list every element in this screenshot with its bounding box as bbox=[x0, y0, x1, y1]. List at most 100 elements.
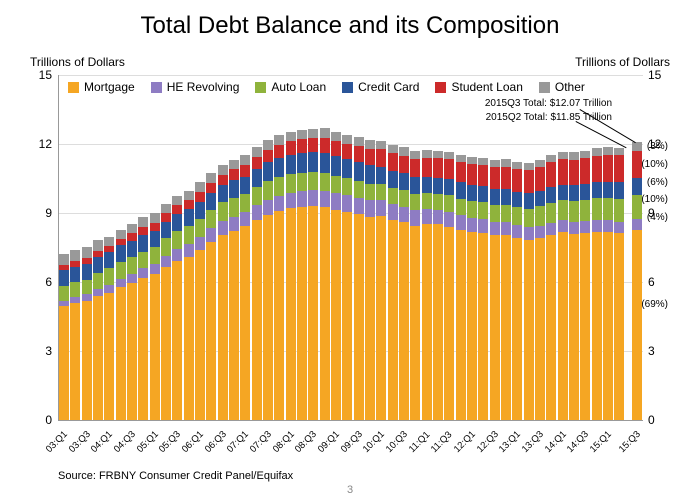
segment-other bbox=[320, 128, 330, 137]
segment-other bbox=[388, 145, 398, 153]
legend-label: Credit Card bbox=[358, 80, 419, 94]
legend: MortgageHE RevolvingAuto LoanCredit Card… bbox=[68, 80, 628, 94]
segment-other bbox=[308, 129, 318, 138]
pct-label: (6%) bbox=[647, 177, 668, 188]
segment-auto bbox=[172, 231, 182, 249]
segment-mortgage bbox=[218, 235, 228, 420]
segment-credit bbox=[240, 177, 250, 194]
segment-student bbox=[263, 150, 273, 162]
x-tick: 13:Q1 bbox=[497, 426, 526, 455]
segment-credit bbox=[82, 264, 92, 280]
segment-he bbox=[433, 210, 443, 224]
segment-auto bbox=[580, 200, 590, 221]
segment-he bbox=[172, 249, 182, 261]
segment-credit bbox=[456, 182, 466, 198]
bar bbox=[501, 159, 511, 420]
segment-other bbox=[501, 159, 511, 166]
segment-credit bbox=[172, 214, 182, 231]
segment-he bbox=[467, 218, 477, 232]
segment-he bbox=[274, 196, 284, 211]
y-tick: 15 bbox=[648, 68, 670, 82]
y-tick: 15 bbox=[30, 68, 52, 82]
segment-credit bbox=[252, 169, 262, 187]
legend-swatch bbox=[435, 82, 446, 93]
segment-other bbox=[82, 247, 92, 258]
x-tick: 14:Q1 bbox=[543, 426, 572, 455]
segment-mortgage bbox=[308, 206, 318, 420]
segment-he bbox=[252, 205, 262, 219]
bar bbox=[376, 141, 386, 420]
segment-auto bbox=[632, 195, 642, 219]
bar bbox=[252, 147, 262, 420]
segment-credit bbox=[263, 162, 273, 181]
x-tick: 11:Q3 bbox=[429, 426, 458, 455]
bar bbox=[478, 158, 488, 420]
segment-student bbox=[456, 162, 466, 182]
legend-swatch bbox=[68, 82, 79, 93]
y-tick: 9 bbox=[30, 206, 52, 220]
segment-he bbox=[263, 200, 273, 214]
segment-mortgage bbox=[512, 238, 522, 420]
segment-mortgage bbox=[490, 235, 500, 420]
segment-mortgage bbox=[603, 232, 613, 420]
segment-student bbox=[127, 233, 137, 241]
bar bbox=[240, 155, 250, 420]
segment-mortgage bbox=[365, 217, 375, 420]
segment-mortgage bbox=[456, 230, 466, 420]
bar bbox=[104, 237, 114, 420]
segment-other bbox=[580, 151, 590, 159]
segment-other bbox=[632, 142, 642, 150]
segment-mortgage bbox=[354, 214, 364, 420]
bar bbox=[320, 128, 330, 420]
segment-he bbox=[138, 268, 148, 278]
segment-other bbox=[240, 155, 250, 165]
segment-student bbox=[603, 155, 613, 182]
segment-he bbox=[331, 193, 341, 209]
segment-he bbox=[297, 191, 307, 207]
x-tick: 08:Q3 bbox=[293, 426, 322, 455]
segment-auto bbox=[444, 195, 454, 212]
segment-auto bbox=[195, 219, 205, 237]
segment-credit bbox=[354, 162, 364, 181]
segment-credit bbox=[195, 202, 205, 219]
segment-mortgage bbox=[184, 257, 194, 420]
segment-student bbox=[399, 156, 409, 174]
segment-mortgage bbox=[104, 293, 114, 420]
segment-mortgage bbox=[501, 235, 511, 420]
legend-item: Credit Card bbox=[342, 80, 419, 94]
segment-other bbox=[467, 157, 477, 164]
segment-other bbox=[569, 152, 579, 159]
bar bbox=[535, 160, 545, 420]
legend-swatch bbox=[342, 82, 353, 93]
segment-mortgage bbox=[127, 283, 137, 420]
segment-he bbox=[388, 204, 398, 220]
segment-student bbox=[320, 138, 330, 153]
segment-auto bbox=[569, 201, 579, 222]
legend-label: HE Revolving bbox=[167, 80, 240, 94]
segment-auto bbox=[104, 268, 114, 285]
segment-auto bbox=[603, 198, 613, 220]
segment-student bbox=[138, 227, 148, 235]
segment-other bbox=[524, 163, 534, 170]
segment-credit bbox=[632, 178, 642, 194]
segment-student bbox=[467, 164, 477, 185]
x-tick: 07:Q1 bbox=[225, 426, 254, 455]
segment-credit bbox=[308, 152, 318, 172]
segment-student bbox=[592, 156, 602, 183]
segment-other bbox=[104, 237, 114, 247]
segment-other bbox=[535, 160, 545, 167]
segment-he bbox=[603, 220, 613, 232]
bar bbox=[512, 162, 522, 420]
bar bbox=[546, 155, 556, 420]
segment-other bbox=[546, 155, 556, 162]
segment-credit bbox=[297, 153, 307, 173]
segment-other bbox=[512, 162, 522, 169]
segment-credit bbox=[524, 193, 534, 208]
y-tick: 12 bbox=[30, 137, 52, 151]
segment-auto bbox=[433, 194, 443, 210]
segment-student bbox=[342, 144, 352, 160]
y-tick: 3 bbox=[30, 344, 52, 358]
y-tick: 3 bbox=[648, 344, 670, 358]
bar bbox=[286, 132, 296, 420]
segment-mortgage bbox=[614, 233, 624, 420]
